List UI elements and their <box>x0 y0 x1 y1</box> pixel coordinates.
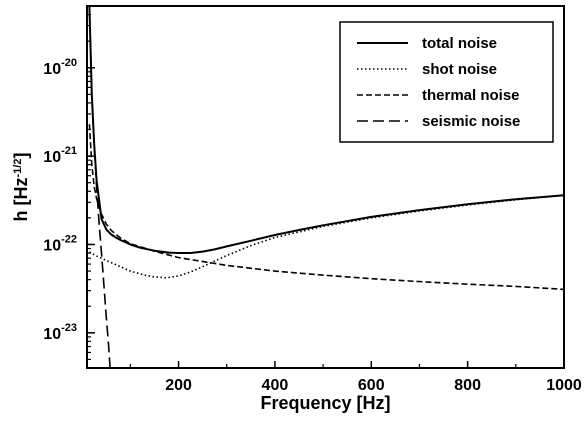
x-tick-label: 400 <box>262 377 289 394</box>
x-tick-label: 200 <box>165 377 192 394</box>
y-tick-label: 10-22 <box>43 233 77 254</box>
legend: total noise shot noise thermal noise seismi… <box>339 21 554 143</box>
y-tick-label: 10-23 <box>43 322 77 343</box>
y-axis-title-tail: ] <box>11 153 31 159</box>
x-tick-label: 1000 <box>546 377 582 394</box>
plot-frame <box>86 5 565 369</box>
series-line-total-noise <box>88 6 564 254</box>
legend-label-thermal-noise: thermal noise <box>422 87 520 104</box>
x-tick-label: 600 <box>358 377 385 394</box>
x-axis-title: Frequency [Hz] <box>260 393 390 413</box>
series-line-seismic-noise <box>88 6 111 368</box>
y-axis-title-base: h [Hz <box>11 177 31 221</box>
series-line-shot-noise <box>89 194 564 279</box>
legend-label-total-noise: total noise <box>422 35 497 52</box>
x-tick-label: 800 <box>454 377 481 394</box>
y-axis-title-exponent: -1/2 <box>12 159 24 178</box>
legend-label-shot-noise: shot noise <box>422 61 497 78</box>
series-layer <box>88 6 564 368</box>
y-tick-label: 10-21 <box>43 145 77 166</box>
y-tick-label: 10-20 <box>43 57 77 78</box>
legend-label-seismic-noise: seismic noise <box>422 113 520 130</box>
y-axis-title: h [Hz-1/2] <box>11 153 31 222</box>
tick-layer: 200 400 600 800 1000 10-23 10-22 10-21 10-20 <box>43 5 582 394</box>
